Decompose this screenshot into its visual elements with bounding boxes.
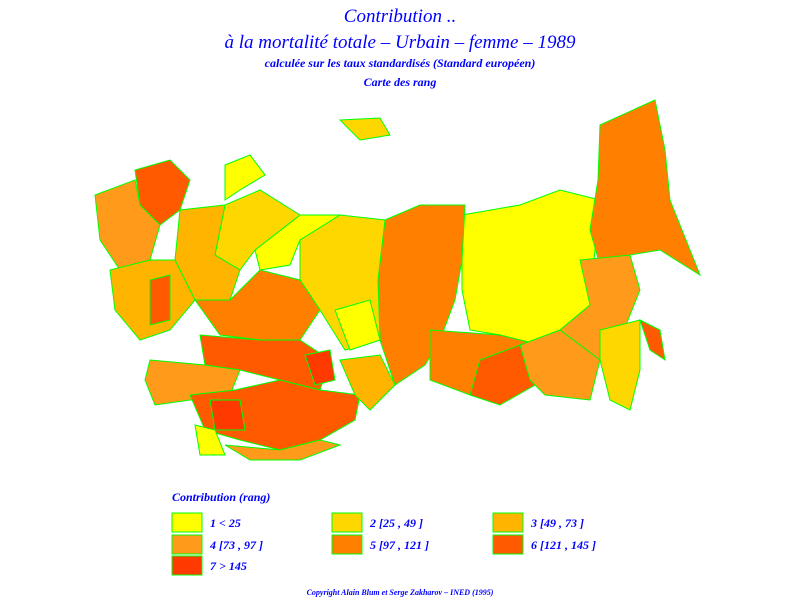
legend-swatch bbox=[331, 534, 363, 555]
region bbox=[189, 379, 361, 451]
region bbox=[194, 269, 321, 341]
legend-swatch bbox=[492, 534, 524, 555]
legend-swatch bbox=[171, 512, 203, 533]
legend-label: 1 < 25 bbox=[210, 516, 241, 530]
region bbox=[94, 179, 161, 271]
subtitle: à la mortalité totale – Urbain – femme –… bbox=[225, 32, 576, 53]
region bbox=[339, 354, 396, 411]
region bbox=[519, 329, 601, 401]
legend-title: Contribution (rang) bbox=[172, 490, 270, 504]
region bbox=[334, 299, 381, 351]
legend-swatch bbox=[171, 555, 203, 576]
note: calculée sur les taux standardisés (Stan… bbox=[265, 56, 536, 70]
map-label: Carte des rang bbox=[364, 75, 437, 89]
region bbox=[599, 319, 641, 411]
legend-label: 5 [97 , 121 ] bbox=[370, 538, 429, 552]
legend-label: 2 [25 , 49 ] bbox=[369, 516, 423, 530]
title: Contribution .. bbox=[344, 6, 456, 27]
region bbox=[149, 274, 171, 326]
region bbox=[589, 99, 702, 277]
legend-swatch bbox=[492, 512, 524, 533]
legend-swatch bbox=[331, 512, 363, 533]
map bbox=[94, 99, 702, 461]
copyright: Copyright Alain Blum et Serge Zakharov –… bbox=[307, 588, 494, 597]
region bbox=[304, 349, 336, 386]
region bbox=[469, 344, 536, 406]
region bbox=[639, 319, 666, 362]
legend-swatch bbox=[171, 534, 203, 555]
region bbox=[209, 399, 246, 431]
region bbox=[194, 424, 226, 456]
legend-label: 3 [49 , 73 ] bbox=[530, 516, 584, 530]
legend-label: 4 [73 , 97 ] bbox=[209, 538, 263, 552]
region bbox=[224, 439, 342, 461]
region bbox=[338, 117, 391, 141]
legend: 1 < 25 2 [25 , 49 ] 3 [49 , 73 ] 4 [73 , 97… bbox=[171, 512, 596, 576]
legend-label: 6 [121 , 145 ] bbox=[531, 538, 596, 552]
legend-label: 7 > 145 bbox=[210, 559, 247, 573]
region bbox=[224, 154, 266, 201]
